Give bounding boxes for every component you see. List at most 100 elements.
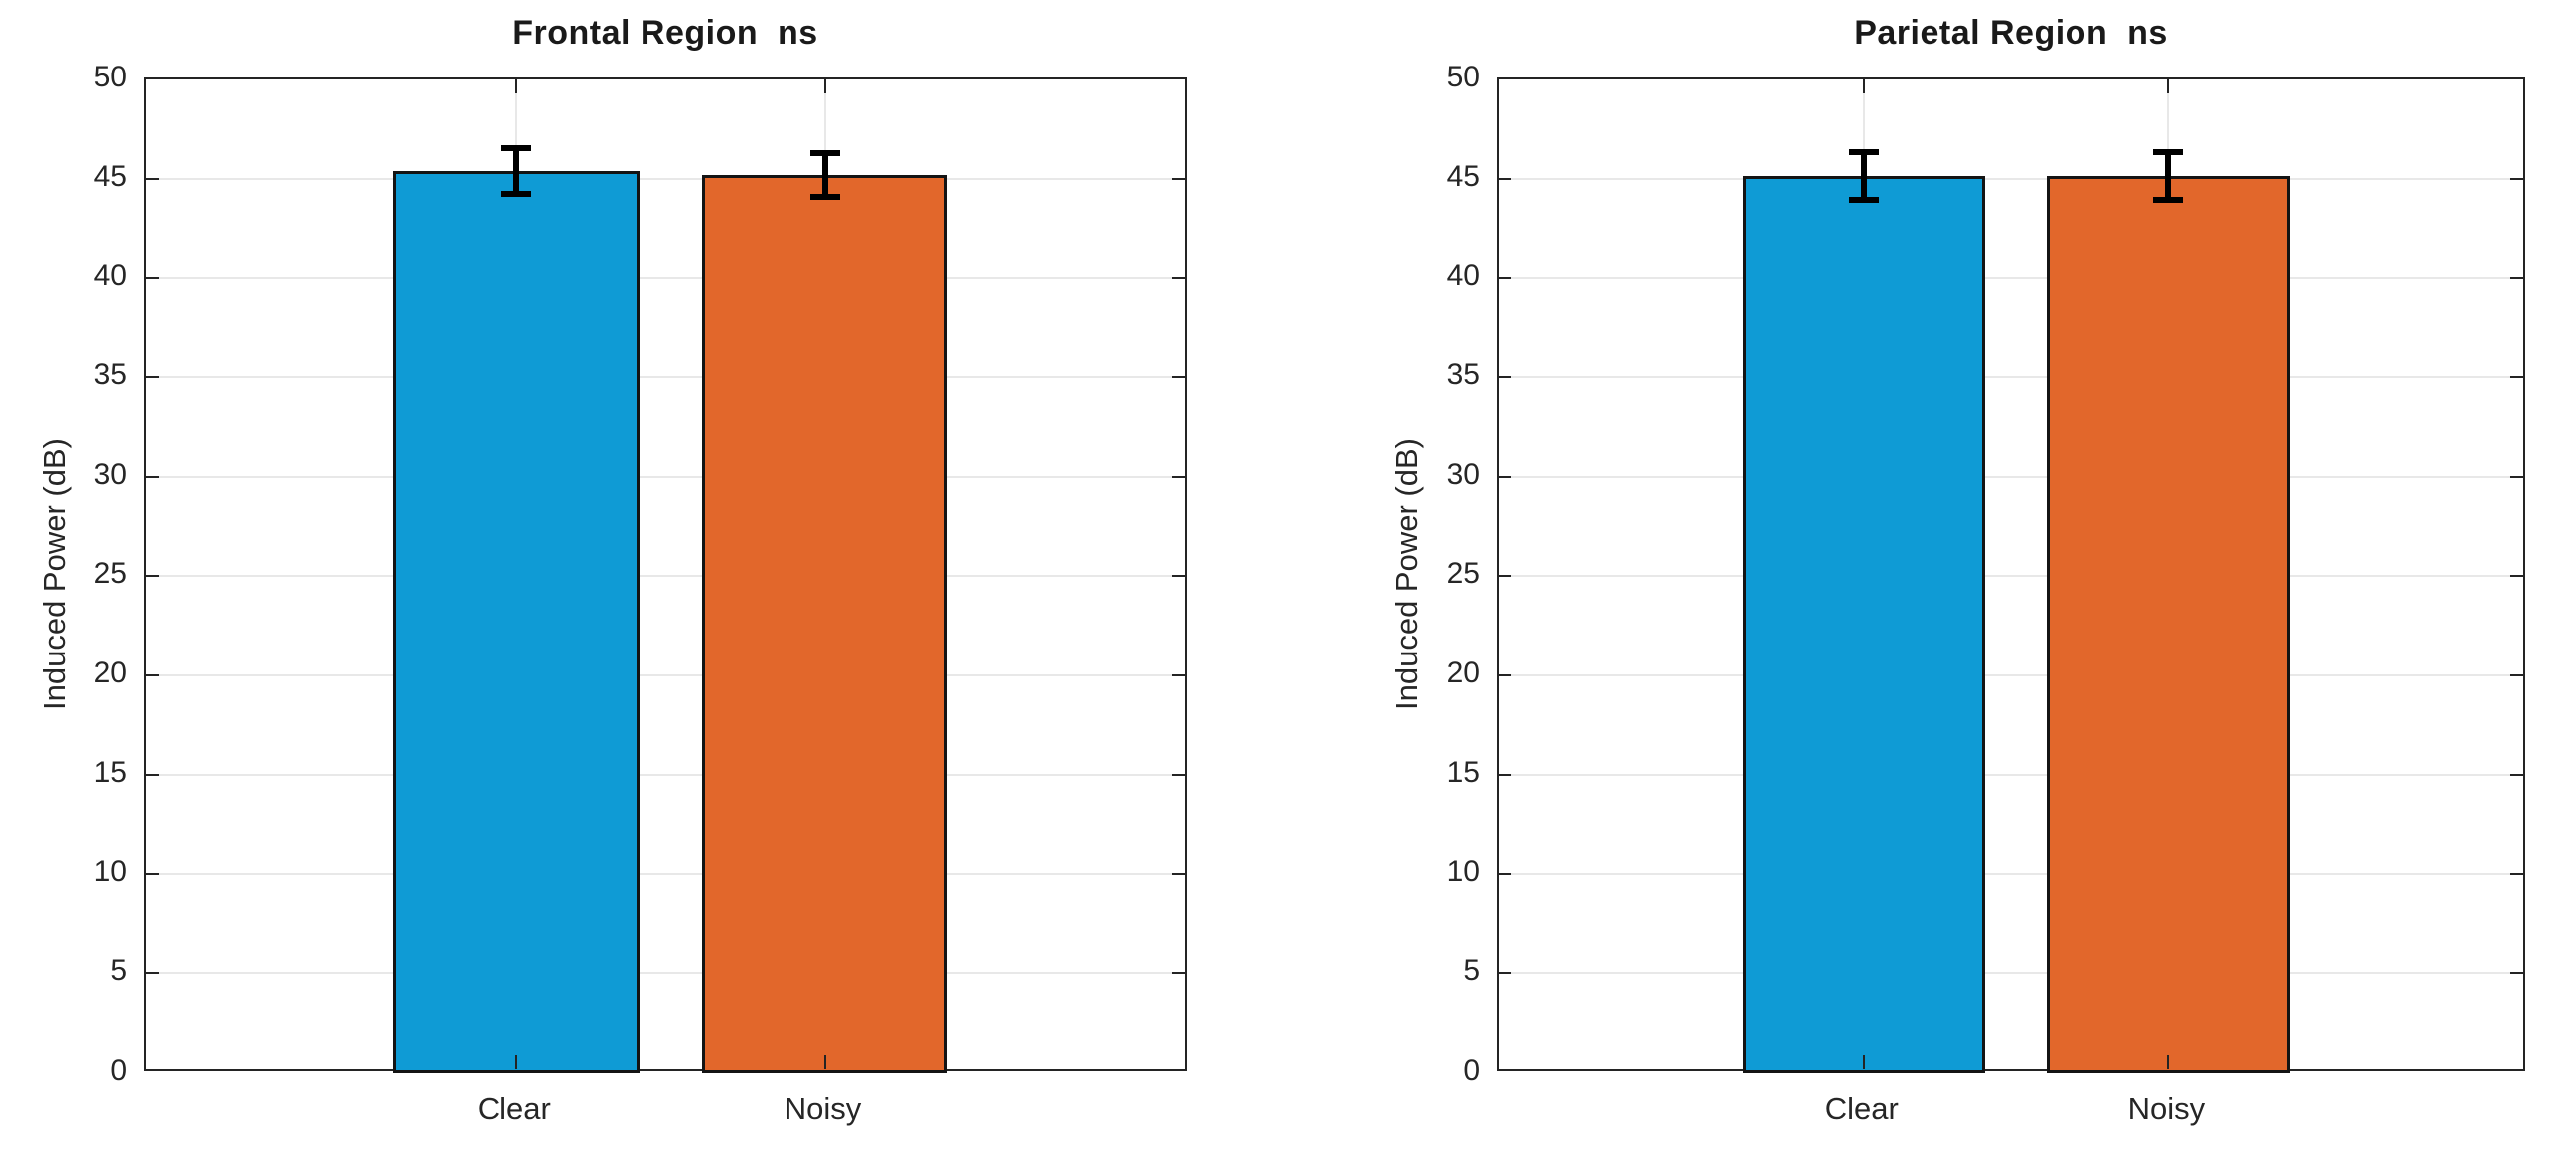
- y-tick-mark-right: [1172, 376, 1185, 378]
- x-tick-label: Noisy: [784, 1091, 862, 1126]
- h-gridline: [146, 873, 1185, 875]
- plot-area: [1497, 77, 2525, 1073]
- y-tick-mark-right: [2510, 873, 2523, 875]
- x-tick-mark-bottom: [1862, 1055, 1865, 1069]
- y-tick-mark-right: [2510, 774, 2523, 776]
- h-gridline: [146, 178, 1185, 180]
- y-tick-mark-right: [1172, 178, 1185, 180]
- error-bar-cap-top: [1848, 149, 1879, 155]
- x-tick-mark-bottom: [2167, 1055, 2170, 1069]
- y-tick-label: 25: [93, 557, 127, 590]
- y-tick-mark-left: [146, 476, 159, 478]
- y-tick-mark-left: [146, 277, 159, 279]
- y-tick-mark-left: [1499, 674, 1511, 676]
- y-tick-label: 40: [1446, 259, 1480, 292]
- x-tick-label: Clear: [477, 1091, 551, 1126]
- h-gridline: [146, 972, 1185, 974]
- y-tick-mark-left: [1499, 178, 1511, 180]
- h-gridline: [1499, 674, 2523, 676]
- y-tick-mark-left: [1499, 376, 1511, 378]
- y-tick-mark-right: [1172, 476, 1185, 478]
- y-tick-mark-left: [1499, 277, 1511, 279]
- y-tick-mark-left: [1499, 575, 1511, 577]
- y-tick-mark-left: [146, 674, 159, 676]
- y-tick-mark-right: [2510, 376, 2523, 378]
- error-bar-cap-top: [809, 150, 840, 156]
- x-tick-mark-bottom: [514, 1055, 517, 1069]
- y-tick-label: 35: [93, 359, 127, 391]
- x-tick-mark-top: [823, 79, 826, 93]
- h-gridline: [146, 376, 1185, 378]
- y-tick-label: 10: [93, 855, 127, 888]
- error-bar-cap-top: [2153, 149, 2184, 155]
- error-bar-cap-bottom: [501, 191, 531, 197]
- y-tick-label: 10: [1446, 855, 1480, 888]
- x-tick-label: Noisy: [2127, 1091, 2206, 1126]
- h-gridline: [1499, 774, 2523, 776]
- bar-noisy: [2047, 176, 2290, 1073]
- error-bar-stem: [1860, 152, 1867, 200]
- h-gridline: [1499, 178, 2523, 180]
- chart-title: Frontal Region ns: [512, 14, 818, 52]
- y-tick-mark-right: [2510, 674, 2523, 676]
- y-tick-mark-right: [1172, 972, 1185, 974]
- y-tick-label: 15: [1446, 756, 1480, 789]
- y-tick-mark-right: [2510, 277, 2523, 279]
- bar-clear: [1742, 176, 1986, 1073]
- error-bar-cap-bottom: [2153, 197, 2184, 203]
- y-tick-mark-left: [1499, 476, 1511, 478]
- y-tick-mark-right: [1172, 277, 1185, 279]
- h-gridline: [146, 476, 1185, 478]
- y-tick-mark-right: [1172, 674, 1185, 676]
- x-tick-mark-top: [1862, 79, 1865, 93]
- h-gridline: [146, 774, 1185, 776]
- bar-clear: [392, 171, 640, 1073]
- h-gridline: [1499, 575, 2523, 577]
- h-gridline: [146, 674, 1185, 676]
- y-tick-label: 20: [93, 656, 127, 689]
- y-tick-label: 20: [1446, 656, 1480, 689]
- h-gridline: [146, 575, 1185, 577]
- y-tick-mark-right: [2510, 972, 2523, 974]
- y-tick-mark-left: [146, 575, 159, 577]
- y-tick-label: 5: [110, 954, 127, 987]
- x-tick-mark-bottom: [823, 1055, 826, 1069]
- y-tick-label: 15: [93, 756, 127, 789]
- y-tick-mark-left: [1499, 873, 1511, 875]
- y-tick-label: 25: [1446, 557, 1480, 590]
- h-gridline: [1499, 376, 2523, 378]
- y-tick-mark-left: [146, 774, 159, 776]
- y-tick-mark-left: [1499, 972, 1511, 974]
- error-bar-cap-top: [501, 145, 531, 151]
- x-tick-label: Clear: [1824, 1091, 1899, 1126]
- y-tick-label: 45: [93, 160, 127, 193]
- y-tick-label: 30: [1446, 458, 1480, 491]
- y-tick-label: 35: [1446, 359, 1480, 391]
- h-gridline: [1499, 972, 2523, 974]
- h-gridline: [1499, 873, 2523, 875]
- y-tick-mark-right: [2510, 575, 2523, 577]
- error-bar-cap-bottom: [1848, 197, 1879, 203]
- y-tick-mark-right: [2510, 178, 2523, 180]
- y-tick-mark-left: [146, 972, 159, 974]
- error-bar-stem: [821, 153, 828, 197]
- bar-noisy: [701, 175, 948, 1073]
- y-tick-label: 0: [1463, 1054, 1480, 1087]
- y-tick-label: 50: [93, 61, 127, 93]
- y-tick-mark-left: [146, 178, 159, 180]
- y-tick-mark-left: [146, 873, 159, 875]
- y-tick-mark-right: [1172, 873, 1185, 875]
- error-bar-stem: [2165, 152, 2172, 200]
- plot-area: [144, 77, 1187, 1073]
- h-gridline: [1499, 476, 2523, 478]
- y-tick-mark-right: [1172, 575, 1185, 577]
- y-tick-label: 30: [93, 458, 127, 491]
- y-tick-label: 50: [1446, 61, 1480, 93]
- y-tick-mark-right: [2510, 476, 2523, 478]
- y-tick-mark-left: [1499, 774, 1511, 776]
- h-gridline: [146, 277, 1185, 279]
- y-tick-mark-right: [1172, 774, 1185, 776]
- x-tick-mark-top: [2167, 79, 2170, 93]
- chart-title: Parietal Region ns: [1854, 14, 2168, 52]
- y-tick-mark-left: [146, 376, 159, 378]
